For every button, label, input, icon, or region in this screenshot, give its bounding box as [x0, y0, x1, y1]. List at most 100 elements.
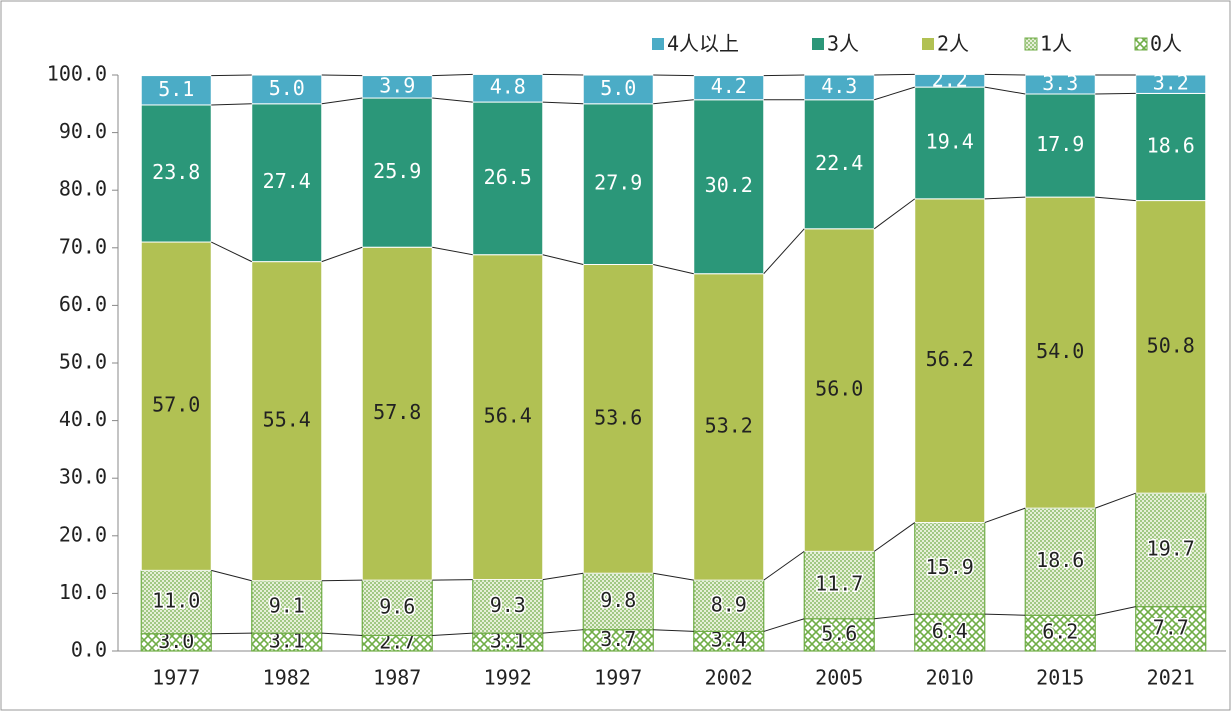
- value-label: 4.8: [490, 75, 526, 99]
- value-label: 4.3: [821, 74, 857, 98]
- bar-segment: [582, 74, 654, 105]
- bar-segment: [914, 86, 986, 200]
- connector-line: [321, 97, 363, 105]
- y-tick-label: 80.0: [59, 177, 107, 201]
- connector-line: [653, 74, 694, 77]
- bar-segment: [693, 579, 765, 633]
- bar-segment: [1135, 606, 1207, 652]
- value-label: 9.1: [269, 593, 305, 617]
- bar-segment: [140, 104, 212, 243]
- bar-segment: [693, 99, 765, 275]
- legend-label: 2人: [937, 32, 969, 56]
- value-label: 53.2: [705, 413, 753, 437]
- connector-line: [1095, 492, 1136, 509]
- legend-swatch: [1134, 37, 1148, 51]
- value-label: 6.4: [932, 619, 968, 643]
- value-label: 2.2: [932, 67, 968, 91]
- bar-segment: [251, 103, 323, 263]
- connector-line: [321, 579, 363, 582]
- value-label: 3.9: [379, 73, 415, 97]
- legend-swatch: [922, 38, 934, 50]
- legend-swatch: [652, 38, 664, 50]
- value-label: 15.9: [926, 555, 974, 579]
- value-label: 27.4: [263, 169, 311, 193]
- x-tick-label: 2015: [1036, 666, 1084, 690]
- connector-line: [653, 264, 694, 275]
- connector-line: [321, 74, 363, 77]
- y-tick-label: 60.0: [59, 292, 107, 316]
- connector-line: [874, 73, 915, 76]
- y-tick-label: 50.0: [59, 350, 107, 374]
- value-label: 4.2: [711, 74, 747, 98]
- value-label: 56.0: [815, 377, 863, 401]
- bar-segment: [1024, 196, 1096, 509]
- bar-segment: [803, 618, 875, 652]
- value-label: 19.7: [1147, 536, 1195, 560]
- value-label: 3.3: [1042, 71, 1078, 95]
- bar-segment: [693, 75, 765, 101]
- x-tick-label: 2010: [926, 666, 974, 690]
- connector-line: [211, 241, 252, 263]
- bar-segment: [914, 73, 986, 88]
- bar-segment: [582, 572, 654, 631]
- value-label: 56.2: [926, 347, 974, 371]
- legend-label: 4人以上: [667, 32, 739, 56]
- connector-line: [542, 101, 584, 105]
- x-tick-label: 1997: [594, 666, 642, 690]
- legend-swatch: [1024, 37, 1038, 51]
- value-label: 3.7: [600, 627, 636, 651]
- bar-segment: [1135, 492, 1207, 608]
- connector-line: [984, 507, 1026, 524]
- bar-segment: [251, 580, 323, 634]
- bar-segment: [803, 74, 875, 101]
- value-label: 25.9: [373, 159, 421, 183]
- value-label: 17.9: [1036, 132, 1084, 156]
- connector-line: [653, 572, 694, 581]
- value-label: 5.0: [269, 76, 305, 100]
- connector-line: [984, 196, 1026, 200]
- y-tick-label: 20.0: [59, 522, 107, 546]
- connector-line: [653, 629, 694, 632]
- bar-segment: [914, 521, 986, 615]
- value-label: 9.8: [600, 588, 636, 612]
- connector-line: [432, 632, 473, 636]
- bar-segment: [1135, 92, 1207, 202]
- connector-line: [211, 569, 252, 582]
- bar-segment: [803, 99, 875, 230]
- bar-segment: [251, 74, 323, 105]
- connector-line: [984, 86, 1026, 95]
- y-tick-label: 70.0: [59, 234, 107, 258]
- connector-line: [874, 613, 915, 620]
- connector-line: [1095, 606, 1136, 616]
- value-label: 9.3: [490, 593, 526, 617]
- connector-line: [432, 73, 473, 77]
- value-label: 5.1: [158, 77, 194, 101]
- value-label: 19.4: [926, 129, 974, 153]
- connector-line: [763, 74, 805, 77]
- legend-swatch: [812, 38, 824, 50]
- connector-line: [542, 572, 584, 581]
- bar-segment: [251, 261, 323, 582]
- y-tick-label: 90.0: [59, 119, 107, 143]
- value-label: 53.6: [594, 405, 642, 429]
- connector-line: [653, 99, 694, 105]
- bar-segment: [140, 241, 212, 571]
- bar-segment: [1024, 74, 1096, 95]
- bar-segment: [582, 264, 654, 574]
- connector-line: [763, 618, 805, 632]
- x-tick-label: 1992: [484, 666, 532, 690]
- value-label: 18.6: [1147, 134, 1195, 158]
- connector-line: [432, 97, 473, 103]
- value-label: 11.7: [815, 572, 863, 596]
- value-label: 9.6: [379, 594, 415, 618]
- connector-line: [211, 632, 252, 635]
- y-tick-label: 100.0: [47, 62, 107, 86]
- connector-line: [542, 629, 584, 634]
- value-label: 5.0: [600, 76, 636, 100]
- value-label: 57.8: [373, 400, 421, 424]
- connector-line: [763, 550, 805, 581]
- value-label: 23.8: [152, 160, 200, 184]
- connector-line: [873, 522, 916, 552]
